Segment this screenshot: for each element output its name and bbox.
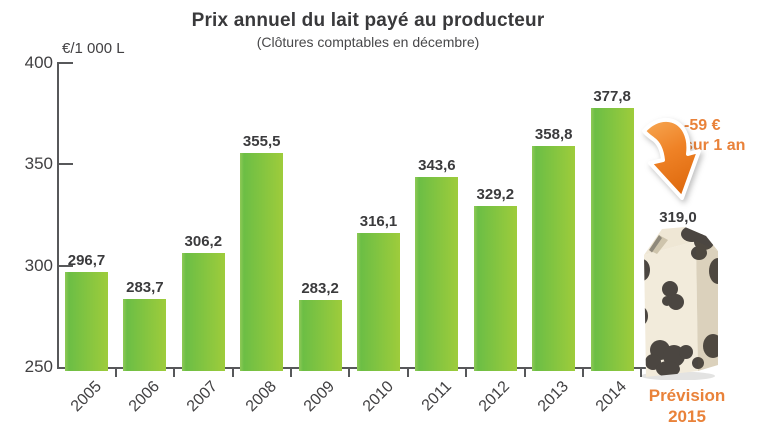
bar-value-2010: 316,1 bbox=[359, 213, 398, 231]
bar-2013 bbox=[532, 146, 575, 371]
bar-2011 bbox=[415, 177, 458, 371]
milk-carton-icon bbox=[641, 227, 718, 380]
bar-2012 bbox=[474, 206, 517, 371]
delta-line1: -59 € bbox=[684, 117, 721, 134]
bar-2007 bbox=[182, 253, 225, 371]
y-tick-400 bbox=[57, 62, 73, 64]
bar-2005 bbox=[65, 272, 108, 371]
down-arrow-icon bbox=[642, 117, 701, 200]
forecast-caption-line1: Prévision bbox=[648, 386, 726, 405]
bar-value-2006: 283,7 bbox=[126, 278, 164, 296]
x-tick-2009 bbox=[348, 368, 350, 377]
year-label-2005: 2005 bbox=[67, 378, 105, 416]
bar-value-2011: 343,6 bbox=[418, 157, 456, 175]
bar-2014 bbox=[591, 107, 634, 371]
x-tick-2010 bbox=[407, 368, 409, 377]
y-tick-label-300: 300 bbox=[24, 255, 53, 275]
bar-value-2009: 283,2 bbox=[301, 279, 339, 297]
x-tick-2008 bbox=[290, 368, 292, 377]
x-tick-2012 bbox=[524, 368, 526, 377]
x-tick-2007 bbox=[232, 368, 234, 377]
x-axis bbox=[57, 367, 648, 369]
chart-subtitle: (Clôtures comptables en décembre) bbox=[256, 34, 480, 50]
x-tick-2013 bbox=[582, 368, 584, 377]
y-tick-label-400: 400 bbox=[24, 53, 53, 72]
y-axis-unit-label: €/1 000 L bbox=[62, 40, 125, 57]
x-tick-2005 bbox=[115, 368, 117, 377]
bar-2008 bbox=[240, 153, 283, 371]
bar-value-2013: 358,8 bbox=[534, 126, 573, 144]
forecast-value-label: 319,0 bbox=[659, 209, 697, 226]
bar-2009 bbox=[299, 299, 342, 371]
y-axis bbox=[57, 63, 59, 369]
y-tick-350 bbox=[57, 163, 73, 166]
chart-title: Prix annuel du lait payé au producteur bbox=[191, 10, 545, 31]
y-tick-300 bbox=[57, 264, 73, 267]
bar-value-2012: 329,2 bbox=[476, 186, 515, 204]
bar-2006 bbox=[123, 298, 166, 371]
bar-2010 bbox=[357, 233, 400, 371]
x-tick-2014 bbox=[640, 368, 642, 377]
bar-value-2008: 355,5 bbox=[242, 133, 281, 151]
bar-value-2007: 306,2 bbox=[184, 233, 223, 251]
x-tick-2006 bbox=[173, 368, 175, 377]
forecast-caption-line2: 2015 bbox=[668, 407, 706, 426]
y-tick-label-250: 250 bbox=[24, 357, 53, 376]
bar-value-2005: 296,7 bbox=[67, 252, 106, 270]
y-tick-label-350: 350 bbox=[24, 154, 53, 174]
bar-value-2014: 377,8 bbox=[593, 87, 631, 105]
cow-spots bbox=[644, 227, 718, 377]
forecast-caption: Prévision 2015 bbox=[649, 385, 726, 427]
x-tick-2011 bbox=[465, 368, 467, 377]
